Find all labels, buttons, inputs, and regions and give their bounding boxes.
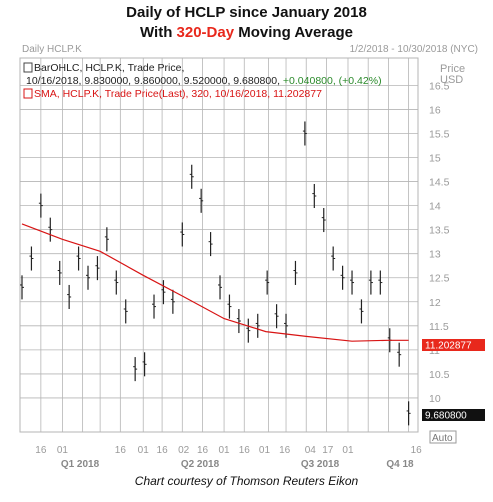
- x-tick-label: 16: [411, 445, 423, 456]
- y-tick-label: 13.5: [429, 225, 450, 237]
- x-tick-label: 01: [259, 445, 271, 456]
- legend-ohlc-line2: 10/16/2018, 9.830000, 9.860000, 9.520000…: [26, 75, 382, 87]
- x-tick-label: 04: [305, 445, 317, 456]
- y-tick-label: 12: [429, 297, 441, 309]
- legend-ohlc[interactable]: BarOHLC, HCLP.K, Trade Price, 10/16/2018…: [23, 62, 382, 87]
- x-tick-label: 16: [115, 445, 127, 456]
- x-axis: 16 01 16 01 16 02 16 01 16 01 16 04 17 01 16 Q1 2018 Q2 …: [35, 445, 422, 470]
- sma-tag-text: 11.202877: [425, 341, 472, 352]
- x-quarter-label: Q2 2018: [181, 459, 220, 470]
- currency-label: USD: [440, 74, 463, 86]
- x-tick-label: 16: [35, 445, 47, 456]
- price-label: Price: [440, 63, 465, 75]
- y-tick-label: 16: [429, 104, 441, 116]
- x-tick-label: 01: [138, 445, 150, 456]
- x-tick-label: 16: [279, 445, 291, 456]
- x-tick-label: 17: [322, 445, 334, 456]
- x-tick-label: 01: [57, 445, 69, 456]
- y-tick-label: 14.5: [429, 177, 450, 189]
- x-tick-label: 01: [218, 445, 230, 456]
- legend-sma[interactable]: SMA, HCLP.K, Trade Price(Last), 320, 10/…: [23, 88, 322, 100]
- y-tick-label: 15.5: [429, 128, 450, 140]
- legend-ohlc-change: +0.040800, (+0.42%): [283, 75, 382, 87]
- x-quarter-label: Q4 18: [386, 459, 414, 470]
- x-tick-label: 16: [239, 445, 251, 456]
- y-tick-label: 15: [429, 153, 441, 165]
- image-caption: Chart courtesy of Thomson Reuters Eikon: [134, 474, 359, 488]
- chart-subtitle: With 320-Day Moving Average: [0, 24, 493, 41]
- y-tick-label: 14: [429, 201, 441, 213]
- y-axis: 1010.51111.51212.51313.51414.51515.51616…: [429, 80, 450, 405]
- x-quarter-label: Q3 2018: [301, 459, 340, 470]
- subtitle-accent: 320-Day: [176, 24, 235, 41]
- sma-legend-icon: [23, 88, 33, 99]
- date-range: 1/2/2018 - 10/30/2018 (NYC): [350, 44, 478, 55]
- y-tick-label: 13: [429, 249, 441, 261]
- legend-ohlc-values: 10/16/2018, 9.830000, 9.860000, 9.520000…: [26, 75, 283, 87]
- chart-title: Daily of HCLP since January 2018: [126, 4, 367, 21]
- ohlc-legend-icon: [23, 62, 33, 73]
- auto-button-label: Auto: [432, 433, 453, 444]
- sma-tag-bg: [422, 339, 485, 351]
- y-tick-label: 11.5: [429, 321, 449, 333]
- y-tick-label: 10: [429, 393, 441, 405]
- sma-line: [21, 223, 409, 342]
- ohlc-bars: [20, 121, 411, 426]
- x-tick-label: 01: [342, 445, 354, 456]
- y-tick-label: 16.5: [429, 80, 450, 92]
- legend-ohlc-line1: BarOHLC, HCLP.K, Trade Price,: [34, 62, 184, 74]
- auto-button-frame: [429, 430, 457, 444]
- y-tick-label: 12.5: [429, 273, 450, 285]
- last-price-tag: 9.680800: [422, 409, 485, 422]
- sma-value-tag: 11.202877: [422, 339, 485, 352]
- x-quarter-label: Q1 2018: [61, 459, 100, 470]
- y-tick-label: 10.5: [429, 369, 450, 381]
- panel-title: Daily HCLP.K: [22, 44, 82, 55]
- legend-sma-line: SMA, HCLP.K, Trade Price(Last), 320, 10/…: [34, 88, 322, 100]
- x-tick-label: 16: [197, 445, 209, 456]
- auto-button[interactable]: Auto: [429, 430, 457, 444]
- x-tick-label: 16: [157, 445, 169, 456]
- subtitle-prefix: With: [140, 24, 177, 41]
- last-tag-text: 9.680800: [425, 411, 467, 422]
- price-chart[interactable]: 1010.51111.51212.51313.51414.51515.51616…: [0, 0, 493, 475]
- last-tag-bg: [422, 409, 485, 421]
- x-tick-label: 02: [178, 445, 190, 456]
- subtitle-suffix: Moving Average: [234, 24, 353, 41]
- plot-frame: [19, 57, 419, 433]
